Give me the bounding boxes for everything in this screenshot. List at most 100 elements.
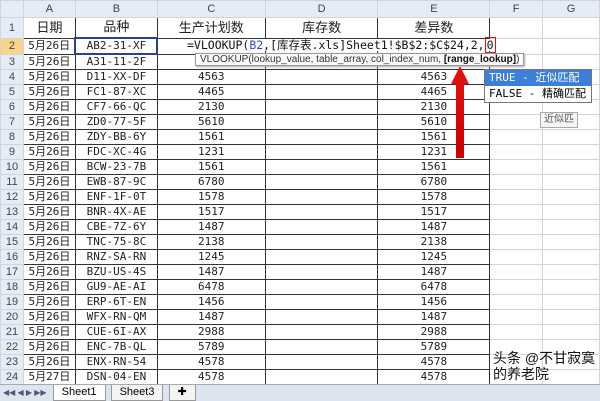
row-header[interactable]: 8 — [0, 129, 24, 145]
cell[interactable] — [489, 249, 544, 265]
date-cell[interactable]: 5月26日 — [22, 219, 76, 235]
product-cell[interactable]: ENF-1F-0T — [74, 189, 158, 205]
tooltip-current-arg[interactable]: [range_lookup] — [443, 54, 517, 65]
diff-cell[interactable]: 4578 — [377, 354, 491, 370]
row-header[interactable]: 10 — [0, 159, 24, 175]
diff-cell[interactable]: 1456 — [377, 294, 491, 310]
sheet-tab-sheet3[interactable]: Sheet3 — [110, 385, 164, 401]
date-cell[interactable]: 5月26日 — [22, 249, 76, 265]
planned-cell[interactable]: 4578 — [156, 354, 266, 370]
date-cell[interactable]: 5月26日 — [22, 204, 76, 220]
product-cell[interactable]: ERP-6T-EN — [74, 294, 158, 310]
row-header[interactable]: 17 — [0, 264, 24, 280]
stock-cell[interactable] — [264, 204, 379, 220]
product-cell[interactable]: CBE-7Z-6Y — [74, 219, 158, 235]
cell[interactable] — [489, 279, 544, 295]
date-cell[interactable]: 5月26日 — [22, 264, 76, 280]
stock-cell[interactable] — [264, 339, 379, 355]
row-header[interactable]: 14 — [0, 219, 24, 235]
cell[interactable] — [542, 294, 600, 310]
planned-cell[interactable]: 1487 — [156, 219, 266, 235]
row-header[interactable]: 24 — [0, 369, 24, 385]
cell[interactable] — [542, 324, 600, 340]
sheet-nav-icons[interactable]: ◀◀ ◀ ▶ ▶▶ — [3, 388, 47, 397]
planned-cell[interactable]: 1456 — [156, 294, 266, 310]
product-cell[interactable]: A31-11-2F — [74, 53, 158, 70]
diff-cell[interactable]: 1245 — [377, 249, 491, 265]
cell[interactable] — [489, 294, 544, 310]
header-cell-stock[interactable]: 库存数 — [264, 17, 379, 39]
stock-cell[interactable] — [264, 234, 379, 250]
product-cell[interactable]: GU9-AE-AI — [74, 279, 158, 295]
date-cell[interactable]: 5月26日 — [22, 159, 76, 175]
diff-cell[interactable]: 1561 — [377, 159, 491, 175]
column-header-c[interactable]: C — [156, 0, 266, 18]
cell[interactable] — [489, 234, 544, 250]
column-header-g[interactable]: G — [542, 0, 600, 18]
product-cell[interactable]: D11-XX-DF — [74, 69, 158, 85]
row-header[interactable]: 1 — [0, 17, 24, 39]
product-cell[interactable]: ZDY-BB-6Y — [74, 129, 158, 145]
stock-cell[interactable] — [264, 159, 379, 175]
date-cell[interactable]: 5月26日 — [22, 189, 76, 205]
row-header[interactable]: 2 — [0, 37, 24, 55]
stock-cell[interactable] — [264, 279, 379, 295]
column-header-d[interactable]: D — [264, 0, 379, 18]
cell[interactable] — [489, 129, 544, 145]
autocomplete-list[interactable]: TRUE - 近似匹配 FALSE - 精确匹配 — [484, 69, 592, 103]
date-cell[interactable]: 5月26日 — [22, 234, 76, 250]
product-cell[interactable]: CF7-66-QC — [74, 99, 158, 115]
row-header[interactable]: 5 — [0, 84, 24, 100]
stock-cell[interactable] — [264, 249, 379, 265]
diff-cell[interactable]: 1487 — [377, 264, 491, 280]
date-cell[interactable]: 5月26日 — [22, 309, 76, 325]
planned-cell[interactable]: 2138 — [156, 234, 266, 250]
product-cell[interactable]: FC1-87-XC — [74, 84, 158, 100]
product-cell[interactable]: DSN-04-EN — [74, 369, 158, 385]
diff-cell[interactable]: 4465 — [377, 84, 491, 100]
row-header[interactable]: 15 — [0, 234, 24, 250]
row-header[interactable]: 4 — [0, 69, 24, 85]
planned-cell[interactable]: 1487 — [156, 264, 266, 280]
date-cell[interactable]: 5月26日 — [22, 339, 76, 355]
cell[interactable] — [542, 159, 600, 175]
stock-cell[interactable] — [264, 99, 379, 115]
row-header[interactable]: 12 — [0, 189, 24, 205]
header-cell-diff[interactable]: 差异数 — [377, 17, 491, 39]
row-header[interactable]: 22 — [0, 339, 24, 355]
date-cell[interactable]: 5月26日 — [22, 324, 76, 340]
diff-cell[interactable]: 6780 — [377, 174, 491, 190]
header-cell-planned[interactable]: 生产计划数 — [156, 17, 266, 39]
row-header[interactable]: 3 — [0, 53, 24, 70]
cell[interactable] — [489, 174, 544, 190]
diff-cell[interactable]: 1561 — [377, 129, 491, 145]
stock-cell[interactable] — [264, 219, 379, 235]
stock-cell[interactable] — [264, 84, 379, 100]
sheet-tab-sheet1[interactable]: Sheet1 — [52, 385, 106, 401]
date-cell[interactable]: 5月26日 — [22, 144, 76, 160]
cell[interactable] — [489, 324, 544, 340]
row-header[interactable]: 21 — [0, 324, 24, 340]
row-header[interactable]: 19 — [0, 294, 24, 310]
cell[interactable] — [542, 204, 600, 220]
header-cell-product[interactable]: 品种 — [74, 17, 158, 39]
product-cell[interactable]: CUE-6I-AX — [74, 324, 158, 340]
planned-cell[interactable]: 4465 — [156, 84, 266, 100]
diff-cell[interactable]: 2138 — [377, 234, 491, 250]
autocomplete-item-false[interactable]: FALSE - 精确匹配 — [489, 87, 586, 100]
planned-cell[interactable]: 6780 — [156, 174, 266, 190]
diff-cell[interactable]: 5610 — [377, 114, 491, 130]
stock-cell[interactable] — [264, 369, 379, 385]
date-cell[interactable]: 5月26日 — [22, 174, 76, 190]
diff-cell[interactable]: 1231 — [377, 144, 491, 160]
row-header[interactable]: 23 — [0, 354, 24, 370]
date-cell[interactable]: 5月26日 — [22, 279, 76, 295]
diff-cell[interactable]: 4578 — [377, 369, 491, 385]
diff-cell[interactable]: 2988 — [377, 324, 491, 340]
select-all-corner[interactable] — [0, 0, 24, 18]
cell[interactable] — [542, 279, 600, 295]
cell[interactable] — [542, 234, 600, 250]
product-cell[interactable]: AB2-31-XF — [74, 37, 159, 55]
cell[interactable] — [489, 309, 544, 325]
diff-cell[interactable]: 2130 — [377, 99, 491, 115]
